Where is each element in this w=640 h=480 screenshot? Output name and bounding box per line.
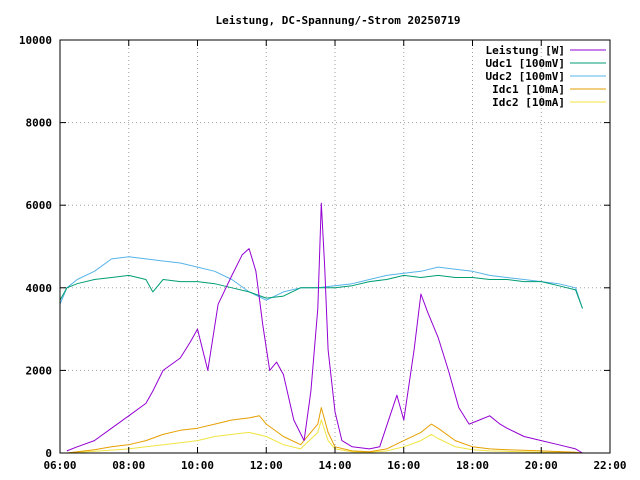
x-tick-label: 20:00 xyxy=(525,459,558,472)
legend-label: Idc1 [10mA] xyxy=(492,83,565,96)
legend: Leistung [W]Udc1 [100mV]Udc2 [100mV]Idc1… xyxy=(486,44,606,109)
x-tick-label: 12:00 xyxy=(250,459,283,472)
series-line-udc1 xyxy=(59,274,583,309)
legend-label: Udc2 [100mV] xyxy=(486,70,565,83)
y-tick-label: 4000 xyxy=(26,282,53,295)
y-tick-label: 0 xyxy=(45,447,52,460)
legend-label: Leistung [W] xyxy=(486,44,565,57)
x-tick-label: 06:00 xyxy=(43,459,76,472)
series-line-leistung xyxy=(66,202,583,454)
axis-ticks: 06:00 08:00 10:00 12:00 14:00 16:00 18:00 20:00… xyxy=(19,34,627,472)
x-tick-label: 10:00 xyxy=(181,459,214,472)
x-tick-label: 22:00 xyxy=(593,459,626,472)
y-tick-label: 6000 xyxy=(26,199,53,212)
y-tick-label: 8000 xyxy=(26,117,53,130)
grid xyxy=(60,40,610,453)
x-tick-label: 16:00 xyxy=(387,459,420,472)
x-tick-label: 18:00 xyxy=(456,459,489,472)
y-tick-label: 2000 xyxy=(26,364,53,377)
legend-label: Idc2 [10mA] xyxy=(492,96,565,109)
x-tick-label: 14:00 xyxy=(318,459,351,472)
series-line-idc1 xyxy=(66,407,583,454)
legend-label: Udc1 [100mV] xyxy=(486,57,565,70)
chart-title: Leistung, DC-Spannung/-Strom 20250719 xyxy=(215,14,460,27)
y-tick-label: 10000 xyxy=(19,34,52,47)
x-tick-label: 08:00 xyxy=(112,459,145,472)
